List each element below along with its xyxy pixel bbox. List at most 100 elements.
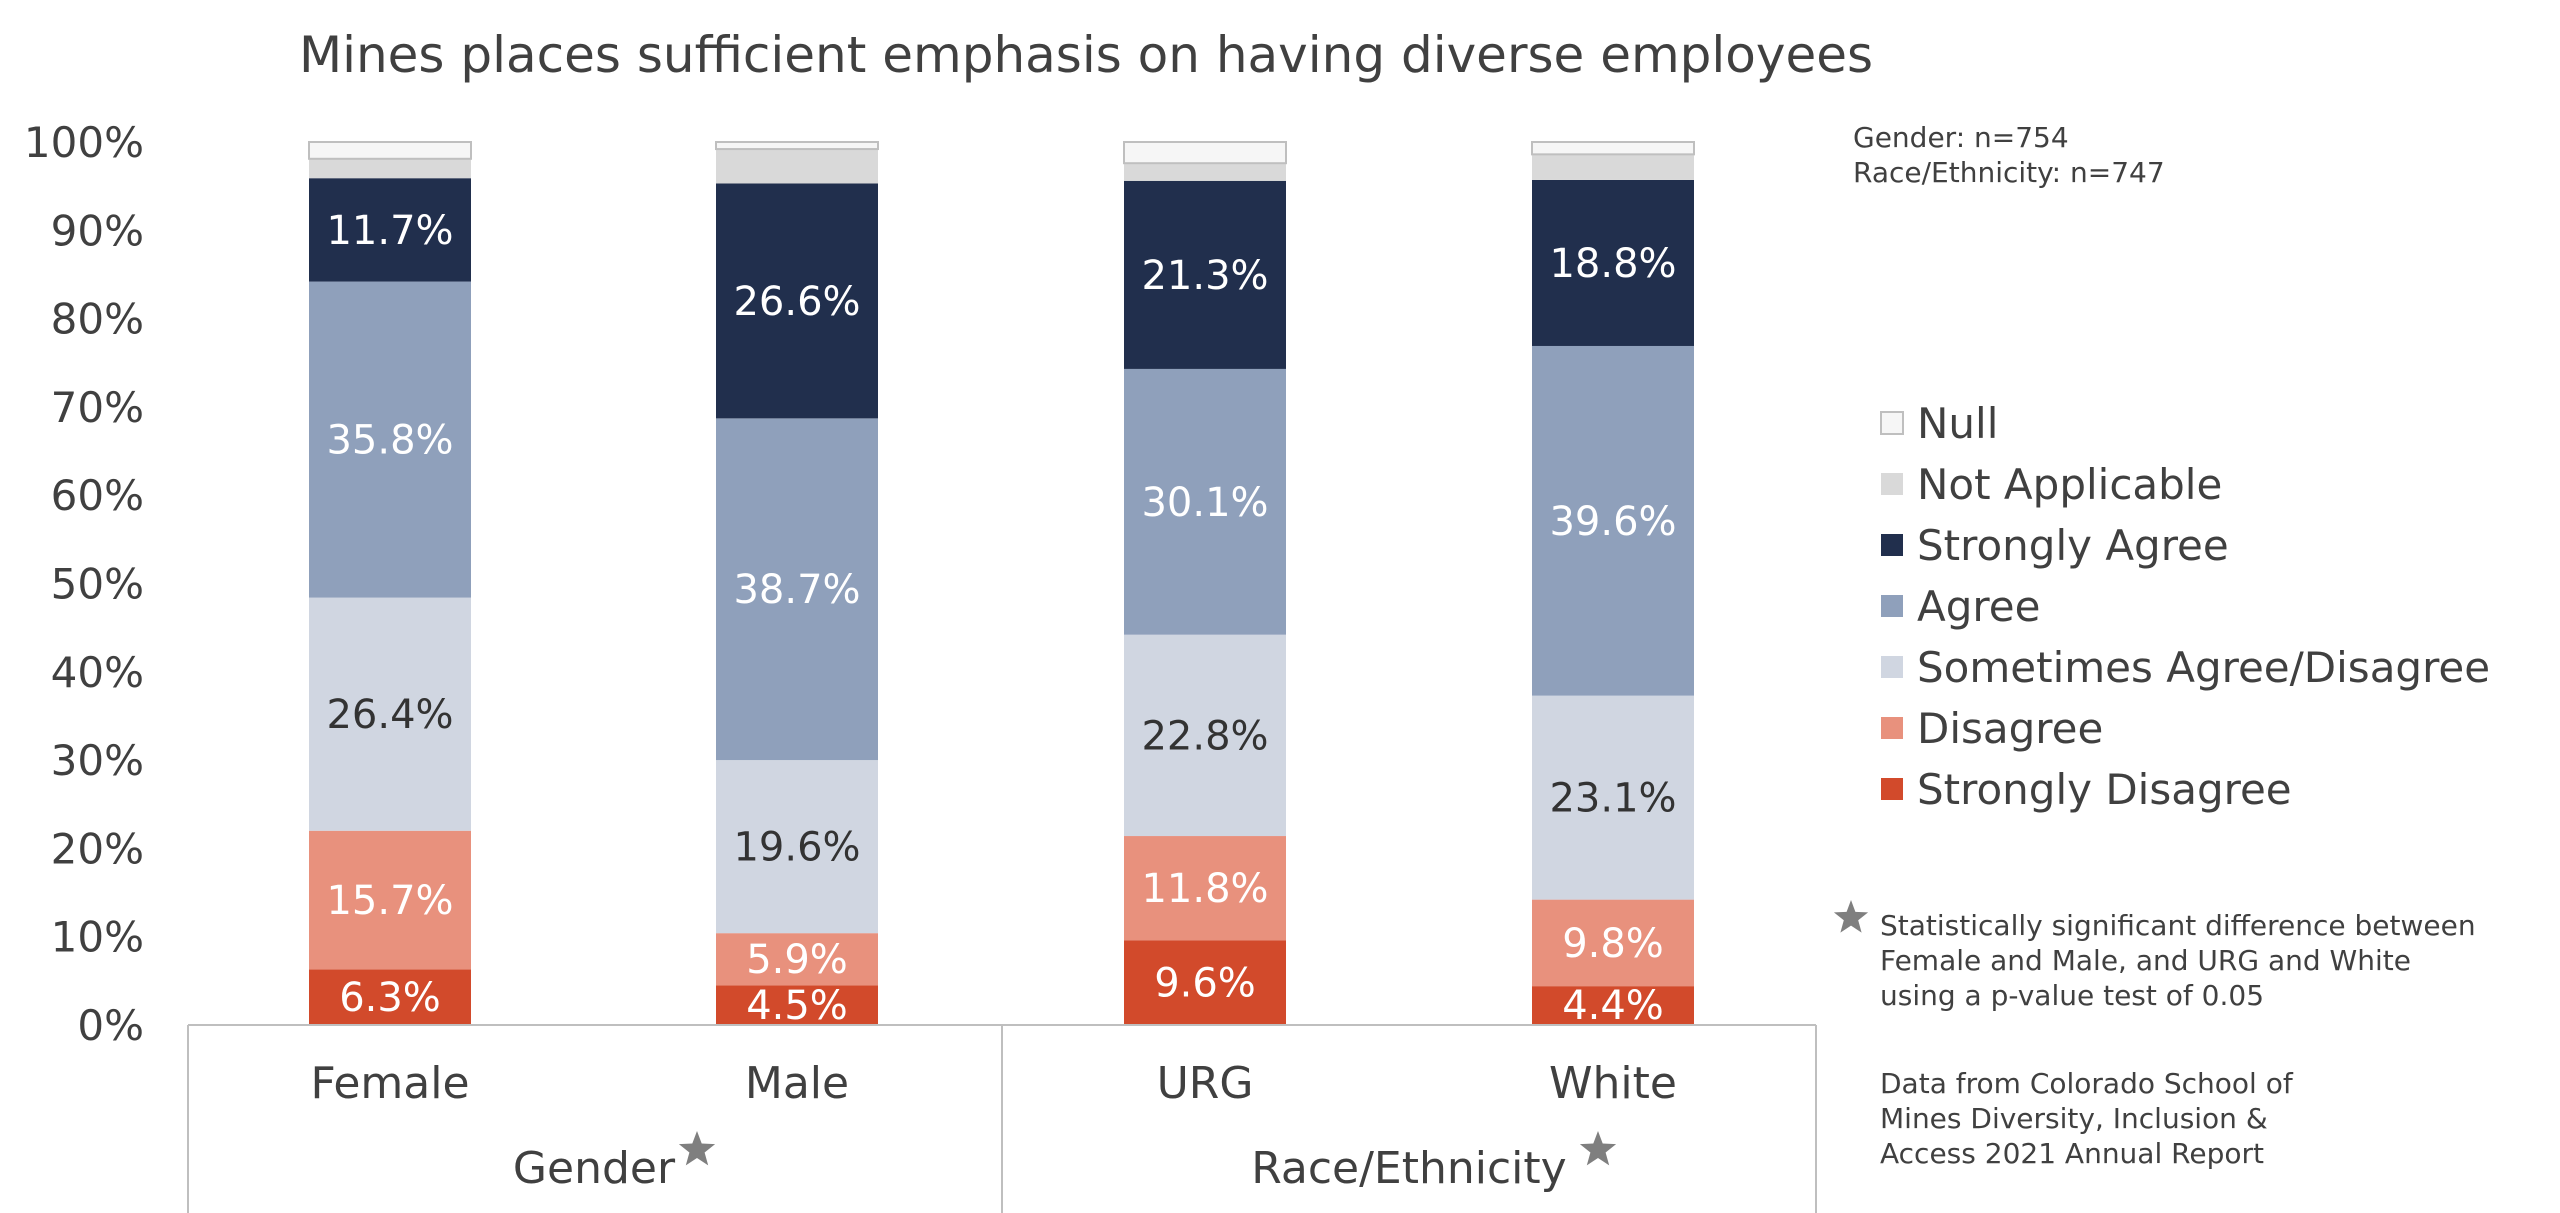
data-label-male-strongly-agree: 26.6% [733,279,860,325]
bar-segment-female-strongly-agree [309,178,471,282]
legend-label-strongly-agree: Strongly Agree [1917,521,2229,570]
legend-label-strongly-disagree: Strongly Disagree [1917,765,2292,814]
data-label-urg-sometimes-agree-disagree: 22.8% [1141,713,1268,759]
data-label-female-disagree: 15.7% [326,878,453,924]
data-label-urg-disagree: 11.8% [1141,866,1268,912]
sample-size-race: Race/Ethnicity: n=747 [1853,156,2165,189]
data-label-male-sometimes-agree-disagree: 19.6% [733,825,860,871]
bar-segment-male-not-applicable [716,149,878,184]
star-icon [678,1131,716,1166]
bar-segment-male-strongly-agree [716,183,878,419]
y-tick-label: 30% [51,736,144,785]
bar-segment-male-disagree [716,933,878,986]
bar-segment-urg-agree [1124,368,1286,635]
bar-segment-female-not-applicable [309,158,471,179]
legend-swatch-strongly-agree [1881,534,1903,556]
data-label-male-agree: 38.7% [733,567,860,613]
data-label-urg-agree: 30.1% [1141,480,1268,526]
x-axis: Female Male URG White [310,1058,1677,1109]
legend-swatch-disagree [1881,717,1903,739]
legend-label-sometimes-agree-disagree: Sometimes Agree/Disagree [1917,643,2490,692]
y-tick-label: 10% [51,913,144,962]
data-label-female-strongly-agree: 11.7% [326,208,453,254]
significance-note-line-3: using a p-value test of 0.05 [1880,979,2264,1012]
y-tick-label: 60% [51,471,144,520]
data-label-female-agree: 35.8% [326,418,453,464]
data-label-male-strongly-disagree: 4.5% [746,983,848,1029]
bar-segment-urg-disagree [1124,836,1286,941]
data-label-white-strongly-agree: 18.8% [1549,241,1676,287]
bar-segment-female-disagree [309,830,471,970]
bar-segment-urg-strongly-disagree [1124,940,1286,1025]
source-note-line-1: Data from Colorado School of [1880,1067,2294,1100]
x-tick-label-white: White [1549,1058,1677,1109]
bar-segment-urg-sometimes-agree-disagree [1124,634,1286,837]
chart-title: Mines places sufficient emphasis on havi… [299,26,1873,84]
x-tick-label-urg: URG [1157,1058,1254,1109]
legend-swatch-sometimes-agree-disagree [1881,656,1903,678]
data-label-male-disagree: 5.9% [746,937,848,983]
bar-segment-urg-not-applicable [1124,163,1286,181]
category-axis-box [187,1024,1817,1213]
legend-label-agree: Agree [1917,582,2040,631]
significance-note: Statistically significant difference bet… [1833,900,2476,1012]
source-note: Data from Colorado School of Mines Diver… [1880,1067,2294,1170]
data-label-urg-strongly-agree: 21.3% [1141,253,1268,299]
data-label-female-sometimes-agree-disagree: 26.4% [326,692,453,738]
data-label-female-strongly-disagree: 6.3% [339,975,441,1021]
bar-segment-female-sometimes-agree-disagree [309,597,471,831]
bar-segment-white-strongly-agree [1532,179,1694,346]
bar-segment-white-strongly-disagree [1532,986,1694,1025]
group-label-gender: Gender [513,1143,676,1194]
legend-swatch-strongly-disagree [1881,778,1903,800]
source-note-line-2: Mines Diversity, Inclusion & [1880,1102,2268,1135]
bar-segment-urg-strongly-agree [1124,180,1286,369]
y-tick-label: 80% [51,295,144,344]
bar-segment-male-strongly-disagree [716,985,878,1025]
y-tick-label: 90% [51,206,144,255]
bar-segment-white-agree [1532,345,1694,696]
y-tick-label: 20% [51,824,144,873]
bar-segment-female-strongly-disagree [309,969,471,1025]
data-label-urg-strongly-disagree: 9.6% [1154,961,1256,1007]
sample-size-gender: Gender: n=754 [1853,121,2069,154]
data-label-white-agree: 39.6% [1549,499,1676,545]
legend-label-null: Null [1917,399,1998,448]
group-labels: Gender Race/Ethnicity [513,1131,1617,1194]
x-tick-label-male: Male [745,1058,849,1109]
y-tick-label: 40% [51,648,144,697]
bar-segment-white-null [1531,141,1695,156]
bar-segment-white-sometimes-agree-disagree [1532,695,1694,900]
bars: 6.3% 15.7% 26.4% 35.8% 11.7% 4.5%5.9% 19.6% 38.… [308,141,1695,1029]
bar-segment-male-sometimes-agree-disagree [716,760,878,934]
bar-segment-male-null [715,141,879,151]
y-tick-label: 50% [51,560,144,609]
legend-swatch-agree [1881,595,1903,617]
y-tick-label: 100% [24,118,144,167]
y-axis: 0% 10% 20% 30% 40% 50% 60% 70% 80% 90% 100% [24,118,144,1050]
star-icon [1579,1131,1617,1166]
legend-swatch-not-applicable [1881,473,1903,495]
bar-segment-urg-null [1123,141,1287,165]
significance-note-line-2: Female and Male, and URG and White [1880,944,2411,977]
source-note-line-3: Access 2021 Annual Report [1880,1137,2264,1170]
group-label-race-ethnicity: Race/Ethnicity [1251,1143,1566,1194]
bar-segment-female-agree [309,281,471,598]
bar-segment-white-disagree [1532,899,1694,987]
y-tick-label: 0% [77,1001,144,1050]
data-label-white-sometimes-agree-disagree: 23.1% [1549,776,1676,822]
legend-label-disagree: Disagree [1917,704,2103,753]
bar-segment-male-agree [716,418,878,761]
x-tick-label-female: Female [310,1058,469,1109]
data-label-white-strongly-disagree: 4.4% [1562,983,1664,1029]
bar-segment-white-not-applicable [1532,154,1694,180]
data-label-white-disagree: 9.8% [1562,921,1664,967]
legend: Null Not Applicable Strongly Agree Agree Som… [1880,399,2490,814]
legend-label-not-applicable: Not Applicable [1917,460,2222,509]
significance-note-line-1: Statistically significant difference bet… [1880,909,2476,942]
bar-segment-female-null [308,141,472,160]
star-icon [1833,900,1869,933]
y-tick-label: 70% [51,383,144,432]
legend-swatch-null [1880,411,1904,435]
